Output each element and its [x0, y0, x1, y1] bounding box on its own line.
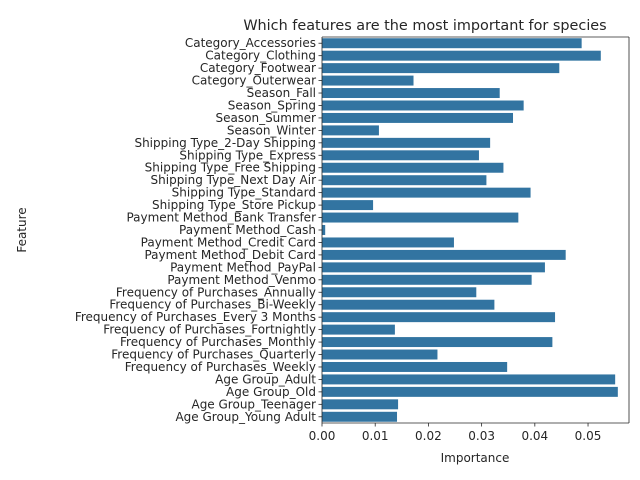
- bar: [322, 249, 566, 260]
- y-tick-label: Shipping Type_Store Pickup: [152, 198, 316, 212]
- y-tick-label: Frequency of Purchases_Fortnightly: [103, 323, 316, 337]
- bar: [322, 112, 514, 123]
- axis-spines: [321, 36, 630, 424]
- bar: [322, 299, 495, 310]
- x-axis-label: Importance: [441, 451, 510, 465]
- y-tick-label: Age Group_Old: [226, 385, 316, 399]
- bar: [322, 349, 438, 360]
- bar: [322, 212, 519, 223]
- bar: [322, 63, 560, 74]
- y-tick-label: Payment Method_Debit Card: [144, 248, 316, 262]
- bar: [322, 75, 414, 86]
- bar: [322, 274, 532, 285]
- bar: [322, 361, 508, 372]
- y-tick-label: Payment Method_PayPal: [170, 260, 316, 274]
- bar: [322, 374, 616, 385]
- y-tick-label: Category_Clothing: [205, 49, 316, 63]
- y-tick-label: Payment Method_Bank Transfer: [126, 211, 316, 225]
- bar: [322, 262, 545, 273]
- y-tick-label: Frequency of Purchases_Weekly: [125, 360, 316, 374]
- bar: [322, 287, 477, 298]
- bar: [322, 137, 491, 148]
- y-tick-label: Frequency of Purchases_Bi-Weekly: [109, 298, 316, 312]
- bar: [322, 324, 395, 335]
- x-tick-label: 0.04: [521, 429, 548, 443]
- y-tick-label: Payment Method_Cash: [179, 223, 316, 237]
- y-tick-label: Frequency of Purchases_Every 3 Months: [75, 310, 316, 324]
- bar: [322, 38, 582, 49]
- bar: [322, 50, 601, 61]
- bar: [322, 88, 500, 99]
- bar: [322, 337, 553, 348]
- bar: [322, 150, 479, 161]
- y-tick-label: Frequency of Purchases_Annually: [116, 285, 316, 299]
- y-tick-label: Shipping Type_Express: [179, 148, 316, 162]
- y-tick-label: Shipping Type_Standard: [172, 186, 316, 200]
- y-tick-label: Category_Outerwear: [192, 74, 316, 88]
- y-tick-label: Season_Summer: [216, 111, 317, 125]
- bar: [322, 187, 531, 198]
- bar: [322, 225, 326, 235]
- x-tick-label: 0.03: [468, 429, 495, 443]
- y-tick-label: Age Group_Teenager: [191, 397, 316, 411]
- bar: [322, 162, 504, 173]
- bar: [322, 100, 524, 111]
- y-tick-label: Shipping Type_2-Day Shipping: [134, 136, 316, 150]
- y-axis-label: Feature: [15, 207, 29, 252]
- y-tick-label: Payment Method_Venmo: [167, 273, 316, 287]
- y-tick-label: Season_Spring: [228, 98, 316, 112]
- x-tick-label: 0.00: [309, 429, 336, 443]
- bar: [322, 312, 556, 323]
- y-tick-label: Season_Winter: [227, 123, 316, 137]
- y-tick-label: Category_Footwear: [200, 61, 316, 75]
- bar: [322, 411, 398, 422]
- chart-title: Which features are the most important fo…: [243, 18, 606, 34]
- bar: [322, 386, 618, 397]
- bar: [322, 125, 379, 136]
- x-tick-label: 0.05: [575, 429, 602, 443]
- y-tick-label: Age Group_Adult: [215, 372, 316, 386]
- bars-group: [322, 38, 618, 422]
- bar: [322, 200, 374, 211]
- y-tick-label: Frequency of Purchases_Quarterly: [111, 348, 316, 362]
- y-tick-label: Category_Accessories: [185, 36, 316, 50]
- bar: [322, 399, 399, 410]
- y-tick-label: Age Group_Young Adult: [175, 410, 316, 424]
- bar: [322, 237, 454, 248]
- x-axis-ticks: 0.00 0.01 0.02 0.03 0.04 0.05: [309, 423, 602, 443]
- y-tick-label: Frequency of Purchases_Monthly: [120, 335, 316, 349]
- y-tick-label: Payment Method_Credit Card: [141, 235, 316, 249]
- y-tick-label: Shipping Type_Next Day Air: [151, 173, 317, 187]
- bar: [322, 175, 487, 186]
- y-tick-label: Shipping Type_Free Shipping: [145, 161, 316, 175]
- y-axis-ticks: Category_AccessoriesCategory_ClothingCat…: [75, 36, 322, 424]
- y-tick-label: Season_Fall: [247, 86, 316, 100]
- x-tick-label: 0.01: [362, 429, 389, 443]
- x-tick-label: 0.02: [415, 429, 442, 443]
